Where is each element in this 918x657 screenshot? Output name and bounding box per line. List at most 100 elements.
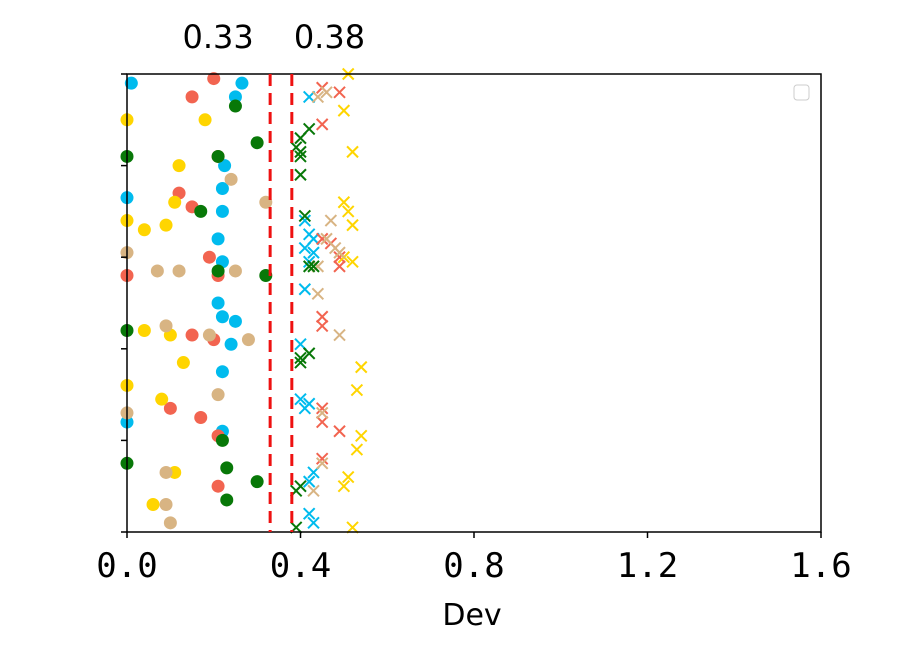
data-point-x-marker (298, 283, 312, 296)
data-point-x-marker (311, 287, 325, 301)
data-point (172, 264, 186, 278)
data-point-x-marker (302, 260, 316, 273)
data-point (228, 99, 242, 113)
threshold-label: 0.38 (294, 18, 365, 56)
data-point-x-marker (315, 319, 329, 333)
data-point-x-marker (294, 150, 307, 163)
data-point (176, 356, 190, 370)
data-point (137, 323, 151, 337)
data-point (211, 149, 225, 163)
data-point-x-marker (315, 452, 329, 465)
x-tick-label: 0.8 (443, 546, 504, 586)
data-point-x-marker (333, 86, 346, 99)
x-tick-label: 0.0 (96, 546, 157, 586)
data-point-x-marker (337, 104, 351, 117)
data-point-x-marker (346, 218, 359, 232)
data-point-x-marker (307, 260, 320, 273)
data-point-x-marker (315, 406, 329, 420)
data-point (218, 159, 232, 173)
data-point-x-marker (333, 260, 346, 273)
data-point-x-marker (311, 90, 325, 104)
data-point (228, 264, 242, 278)
data-point-x-marker (298, 214, 312, 227)
data-point (228, 90, 242, 104)
data-point-x-marker (298, 241, 312, 255)
data-point (224, 172, 238, 186)
data-point-x-marker (315, 457, 329, 470)
data-point (220, 493, 234, 507)
data-point-x-marker (342, 470, 355, 484)
data-point (194, 204, 208, 218)
y-axis-ticks (121, 73, 127, 533)
data-point (198, 113, 212, 127)
data-point (202, 328, 216, 342)
data-point-x-marker (333, 425, 346, 438)
data-point (163, 516, 177, 530)
data-point-x-marker (350, 383, 364, 397)
data-point (235, 76, 249, 90)
data-point-x-marker (315, 415, 329, 429)
data-point-x-marker (315, 402, 329, 415)
plot-marks (120, 67, 368, 534)
data-point (211, 388, 225, 402)
x-axis-label: Dev (442, 598, 501, 633)
threshold-lines: 0.33 0.38 (183, 18, 365, 532)
x-tick-label: 1.2 (617, 546, 678, 586)
data-point (211, 232, 225, 246)
data-point (215, 433, 229, 447)
data-point-x-marker (350, 443, 364, 456)
data-point-x-marker (294, 131, 307, 145)
data-point (211, 264, 225, 278)
data-point (220, 461, 234, 475)
data-point (137, 223, 151, 237)
data-point (159, 465, 173, 479)
data-point-x-marker (333, 250, 346, 264)
data-point-x-marker (307, 246, 320, 259)
data-point-x-marker (333, 328, 346, 342)
data-point (194, 411, 208, 424)
data-point-x-marker (294, 145, 307, 159)
data-point-x-marker (302, 507, 316, 520)
x-tick-label: 1.6 (790, 546, 851, 586)
data-point (202, 250, 216, 264)
data-point (172, 159, 186, 173)
data-point-x-marker (346, 521, 359, 534)
data-point-x-marker (333, 246, 346, 259)
data-point-x-marker (315, 310, 329, 323)
data-point (146, 498, 160, 512)
data-point (163, 401, 177, 415)
threshold-label: 0.33 (183, 18, 254, 56)
data-point-x-marker (315, 118, 329, 131)
data-point (159, 498, 173, 512)
data-point (211, 479, 225, 493)
data-point (211, 296, 225, 310)
legend-box (793, 84, 810, 101)
data-point-x-marker (355, 429, 368, 443)
data-point (150, 264, 164, 278)
data-point-x-marker (324, 214, 338, 227)
data-point-x-marker (294, 168, 307, 181)
data-point-x-marker (320, 86, 333, 99)
data-point-x-marker (346, 255, 359, 268)
data-point (224, 337, 238, 351)
data-point-x-marker (355, 360, 368, 374)
data-point-x-marker (298, 402, 312, 415)
data-point-x-marker (337, 196, 351, 209)
data-point (250, 475, 264, 489)
data-point-x-marker (294, 356, 307, 369)
data-point-x-marker (298, 209, 312, 223)
data-point-x-marker (342, 205, 355, 218)
data-point-x-marker (294, 351, 307, 365)
data-point (228, 314, 242, 328)
data-point-x-marker (307, 484, 320, 497)
data-point (185, 328, 199, 342)
data-point (241, 333, 255, 347)
data-point (215, 204, 229, 218)
data-point-x-marker (315, 232, 329, 246)
data-point (215, 365, 229, 379)
data-point-x-marker (302, 475, 316, 488)
data-point (159, 319, 173, 333)
data-point (215, 310, 229, 324)
